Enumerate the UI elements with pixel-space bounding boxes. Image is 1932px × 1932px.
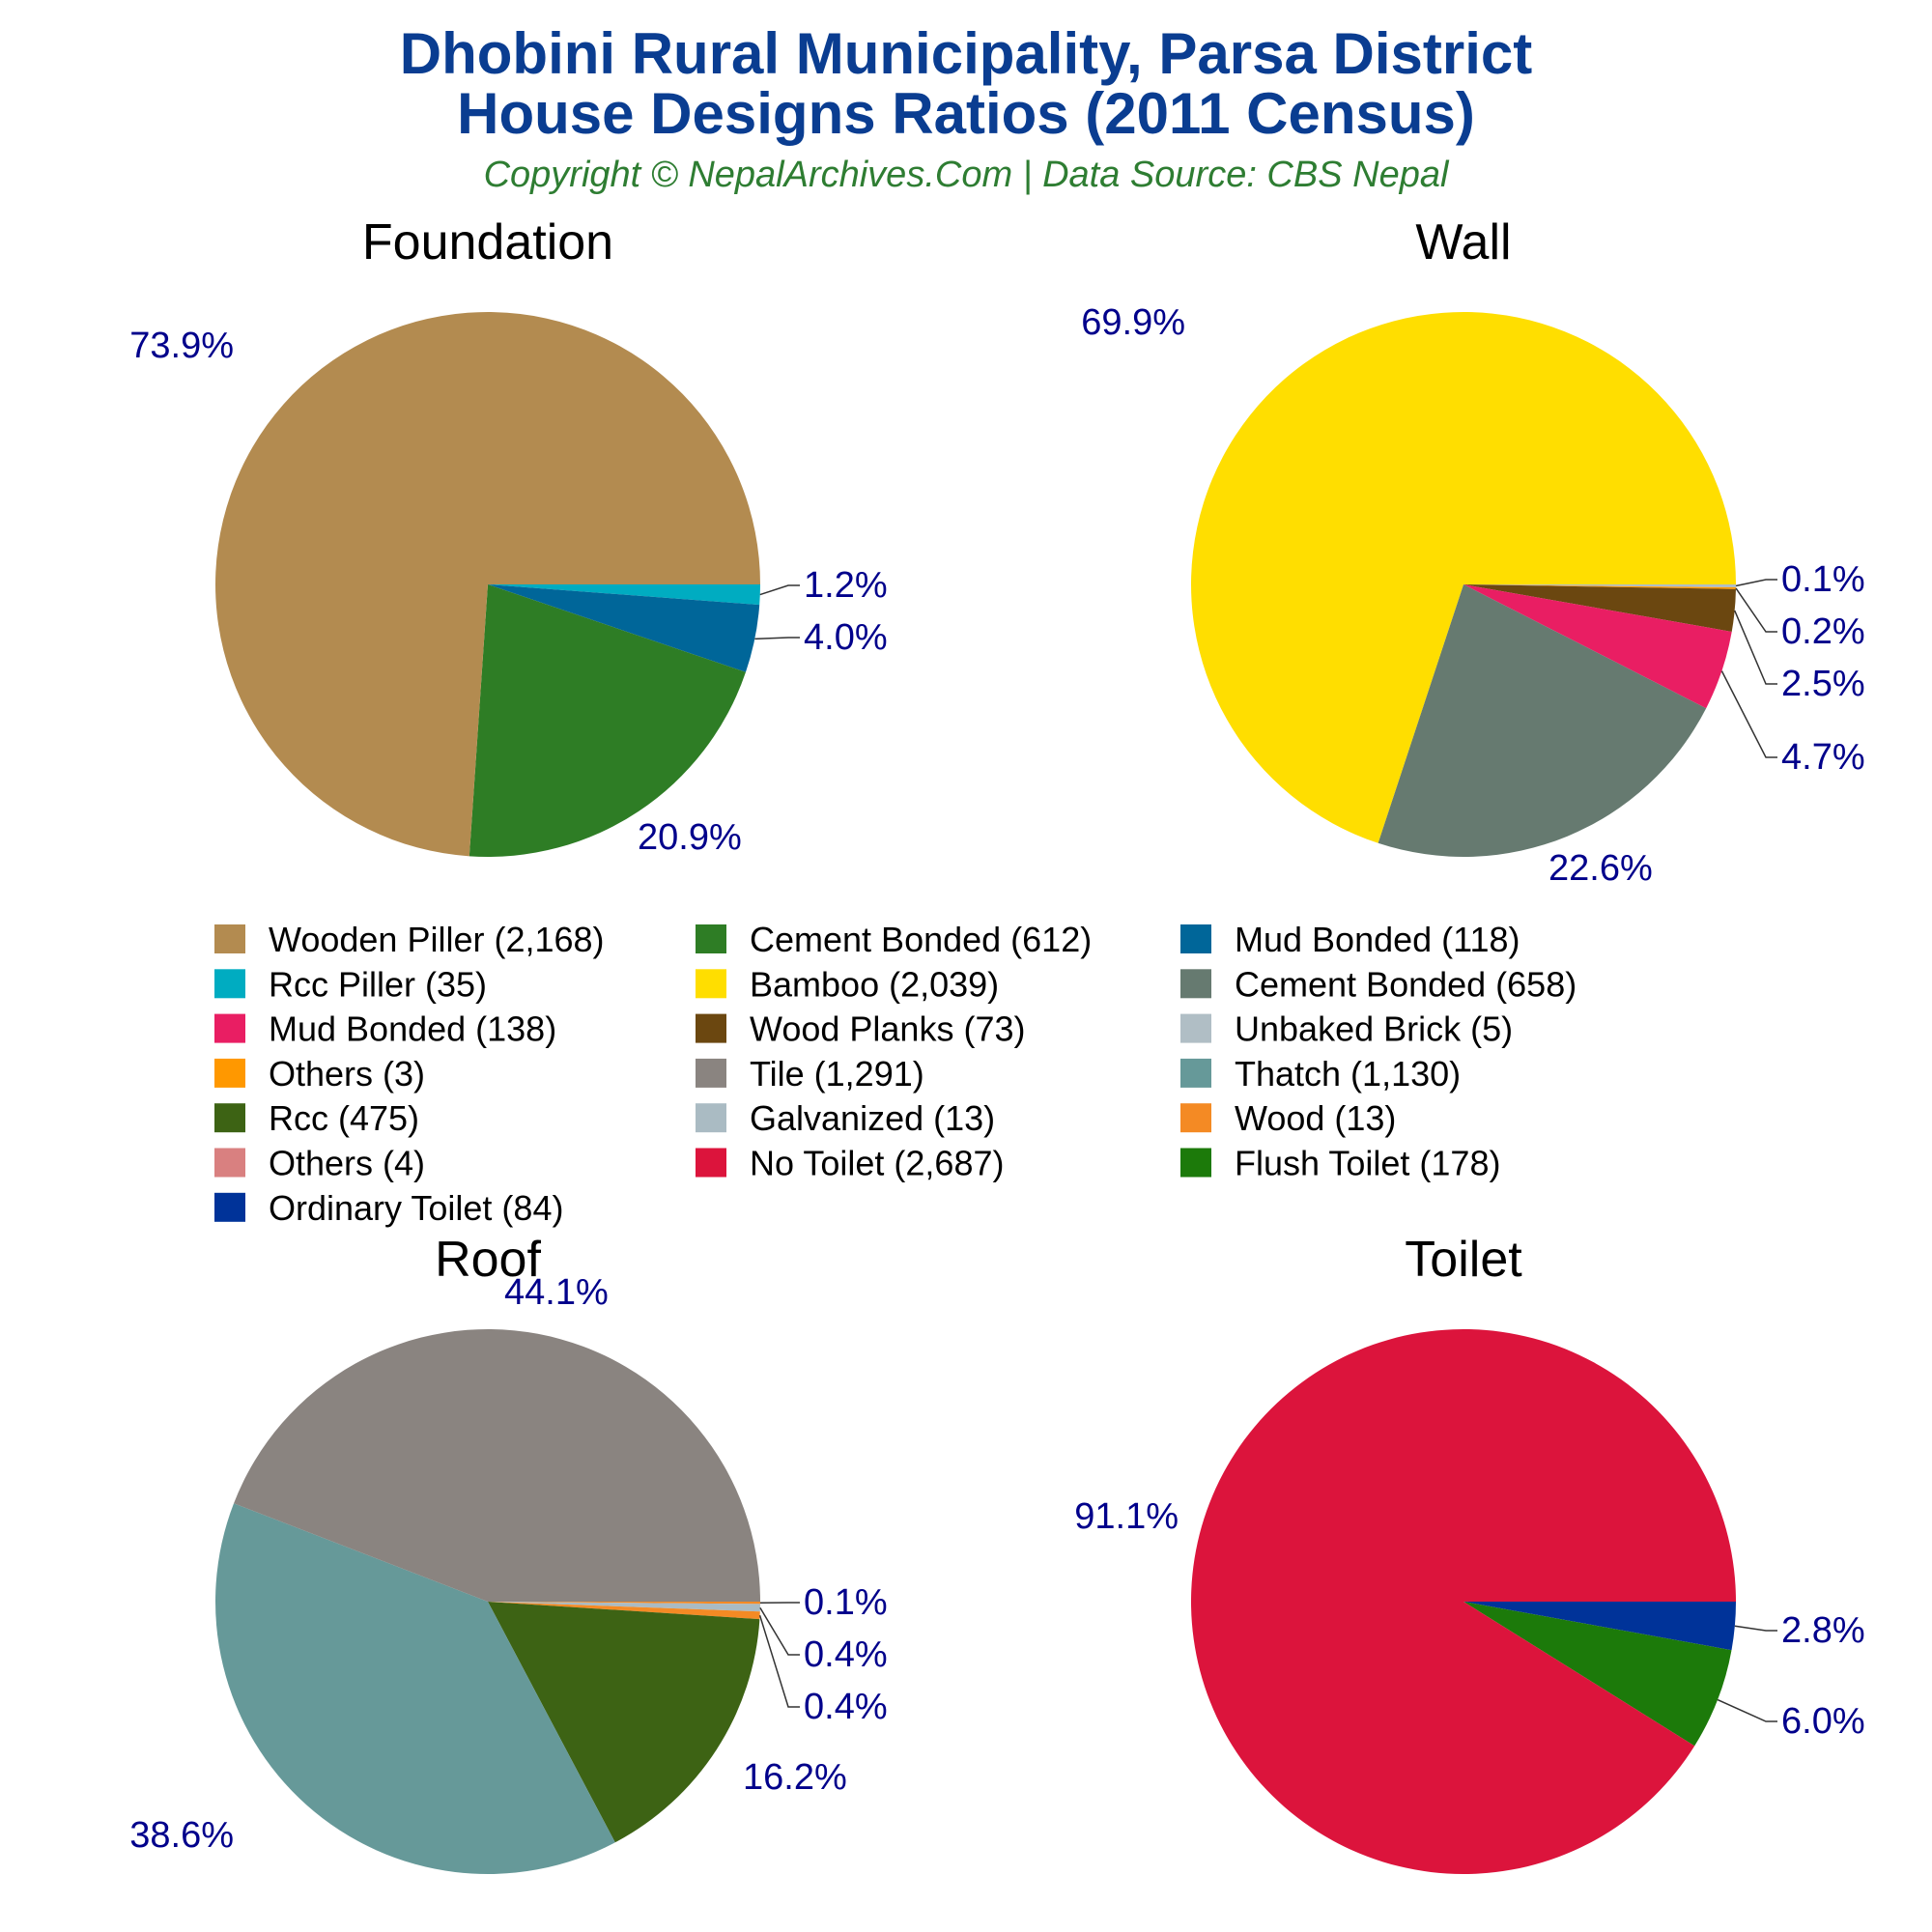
foundation-leader-line: [754, 637, 800, 640]
roof-slice-wood: [488, 1602, 760, 1605]
foundation-pct-label-mud-bonded: 4.0%: [804, 617, 888, 658]
wall-pie-title: Wall: [1415, 214, 1511, 270]
roof-slice-rcc: [488, 1602, 760, 1843]
wall-slice-others: [1463, 584, 1736, 589]
legend-swatch: [1180, 1013, 1211, 1043]
legend-swatch: [696, 1103, 726, 1133]
legend-label: Wood (13): [1235, 1098, 1396, 1138]
legend-label: Cement Bonded (612): [750, 920, 1092, 959]
roof-slice-wood: [488, 1602, 760, 1620]
legend-swatch: [696, 1148, 726, 1178]
roof-pct-label-thatch: 38.6%: [129, 1815, 234, 1856]
roof-leader-line: [759, 1607, 800, 1656]
foundation-pie: Foundation 1.2% 4.0% 20.9% 73.9%: [129, 214, 887, 858]
wall-pie: Wall 0.1% 0.2% 2.5% 4.7% 22.6% 69.9%: [1081, 214, 1864, 889]
wall-slice-unbaked-brick: [1463, 584, 1736, 588]
wall-slice-wood-planks: [1463, 584, 1736, 632]
toilet-pct-label-flush-toilet: 6.0%: [1781, 1701, 1865, 1742]
legend-swatch: [696, 1013, 726, 1043]
wall-leader-line: [1720, 670, 1777, 758]
wall-leader-line: [1735, 579, 1777, 587]
legend-label: Unbaked Brick (5): [1235, 1009, 1513, 1049]
toilet-leader-line: [1717, 1698, 1777, 1722]
wall-pct-label-cement-bonded: 22.6%: [1548, 848, 1653, 889]
legend-swatch: [214, 924, 245, 953]
legend-swatch: [1180, 1148, 1211, 1178]
foundation-slice-rcc-piller: [488, 584, 760, 606]
roof-pct-label-wood: 0.4%: [804, 1687, 888, 1727]
foundation-pct-label-cement-bonded: 20.9%: [638, 817, 742, 858]
chart-title-line-2: House Designs Ratios (2011 Census): [457, 81, 1475, 146]
roof-slice-thatch: [215, 1503, 615, 1874]
legend-label: Cement Bonded (658): [1235, 964, 1577, 1004]
toilet-slice-ordinary-toilet: [1463, 1602, 1736, 1651]
toilet-slice-flush-toilet: [1463, 1602, 1732, 1747]
toilet-pct-label-ordinary-toilet: 2.8%: [1781, 1610, 1865, 1651]
legend-swatch: [214, 1013, 245, 1043]
roof-pct-label-wood: 0.1%: [804, 1582, 888, 1623]
toilet-pct-label-no-toilet: 91.1%: [1074, 1496, 1179, 1537]
foundation-slice-wooden-piller: [214, 312, 760, 857]
legend-label: Thatch (1,130): [1235, 1054, 1461, 1094]
legend-swatch: [1180, 1058, 1211, 1088]
legend-swatch: [214, 1103, 245, 1133]
wall-pct-label-bamboo: 69.9%: [1081, 302, 1185, 343]
roof-pct-label-tile: 44.1%: [504, 1272, 609, 1313]
legend-label: Others (3): [269, 1054, 425, 1094]
legend-swatch: [214, 1148, 245, 1178]
foundation-pct-label-wooden-piller: 73.9%: [129, 326, 234, 366]
legend-label: Flush Toilet (178): [1235, 1144, 1500, 1183]
legend-label: Others (4): [269, 1144, 425, 1183]
foundation-pct-label-rcc-piller: 1.2%: [804, 565, 888, 606]
legend-label: Mud Bonded (138): [269, 1009, 556, 1049]
legend-swatch: [214, 1058, 245, 1088]
chart-title-line-1: Dhobini Rural Municipality, Parsa Distri…: [400, 21, 1532, 86]
wall-pct-label-wood-planks: 2.5%: [1781, 664, 1865, 704]
wall-leader-line: [1734, 610, 1777, 685]
wall-leader-line: [1735, 587, 1777, 633]
toilet-pie: Toilet 2.8% 6.0% 91.1%: [1074, 1232, 1865, 1874]
roof-slice-galvanized: [488, 1602, 760, 1612]
roof-leader-line: [758, 1614, 800, 1708]
legend-swatch: [696, 1058, 726, 1088]
legend-label: Wood Planks (73): [750, 1009, 1025, 1049]
legend-swatch: [696, 924, 726, 953]
legend-label: Tile (1,291): [750, 1054, 924, 1094]
legend: Wooden Piller (2,168) Cement Bonded (612)…: [214, 920, 1577, 1228]
legend-label: Rcc (475): [269, 1098, 419, 1138]
foundation-pie-title: Foundation: [362, 214, 613, 270]
roof-pie: Roof 0.1% 0.4% 0.4% 16.2% 38.6% 44.1%: [129, 1232, 888, 1874]
legend-label: Galvanized (13): [750, 1098, 995, 1138]
legend-label: Rcc Piller (35): [269, 964, 487, 1004]
foundation-slice-cement-bonded: [469, 584, 746, 858]
wall-slice-mud-bonded: [1463, 584, 1732, 709]
wall-pct-label-mud-bonded: 4.7%: [1781, 737, 1865, 778]
roof-slice-tile: [234, 1329, 760, 1602]
legend-label: Ordinary Toilet (84): [269, 1188, 563, 1228]
roof-pie-title: Roof: [435, 1232, 541, 1288]
legend-swatch: [696, 969, 726, 999]
legend-swatch: [1180, 924, 1211, 953]
foundation-slice-mud-bonded: [488, 584, 760, 672]
legend-label: No Toilet (2,687): [750, 1144, 1004, 1183]
wall-pct-label-others: 0.2%: [1781, 611, 1865, 652]
foundation-leader-line: [759, 584, 800, 596]
legend-swatch: [214, 969, 245, 999]
legend-swatch: [1180, 969, 1211, 999]
legend-swatch: [1180, 1103, 1211, 1133]
chart-subtitle: Copyright © NepalArchives.Com | Data Sou…: [484, 155, 1450, 195]
roof-pct-label-rcc: 16.2%: [743, 1757, 847, 1798]
toilet-pie-title: Toilet: [1405, 1232, 1522, 1288]
roof-pct-label-galvanized: 0.4%: [804, 1634, 888, 1675]
legend-swatch: [214, 1192, 245, 1222]
wall-slice-cement-bonded: [1378, 584, 1707, 857]
toilet-leader-line: [1734, 1625, 1777, 1632]
wall-pct-label-unbaked-brick: 0.1%: [1781, 559, 1865, 600]
legend-label: Wooden Piller (2,168): [269, 920, 605, 959]
wall-slice-bamboo: [1191, 311, 1736, 843]
legend-label: Mud Bonded (118): [1235, 920, 1520, 959]
legend-label: Bamboo (2,039): [750, 964, 999, 1004]
toilet-slice-no-toilet: [1190, 1328, 1736, 1874]
